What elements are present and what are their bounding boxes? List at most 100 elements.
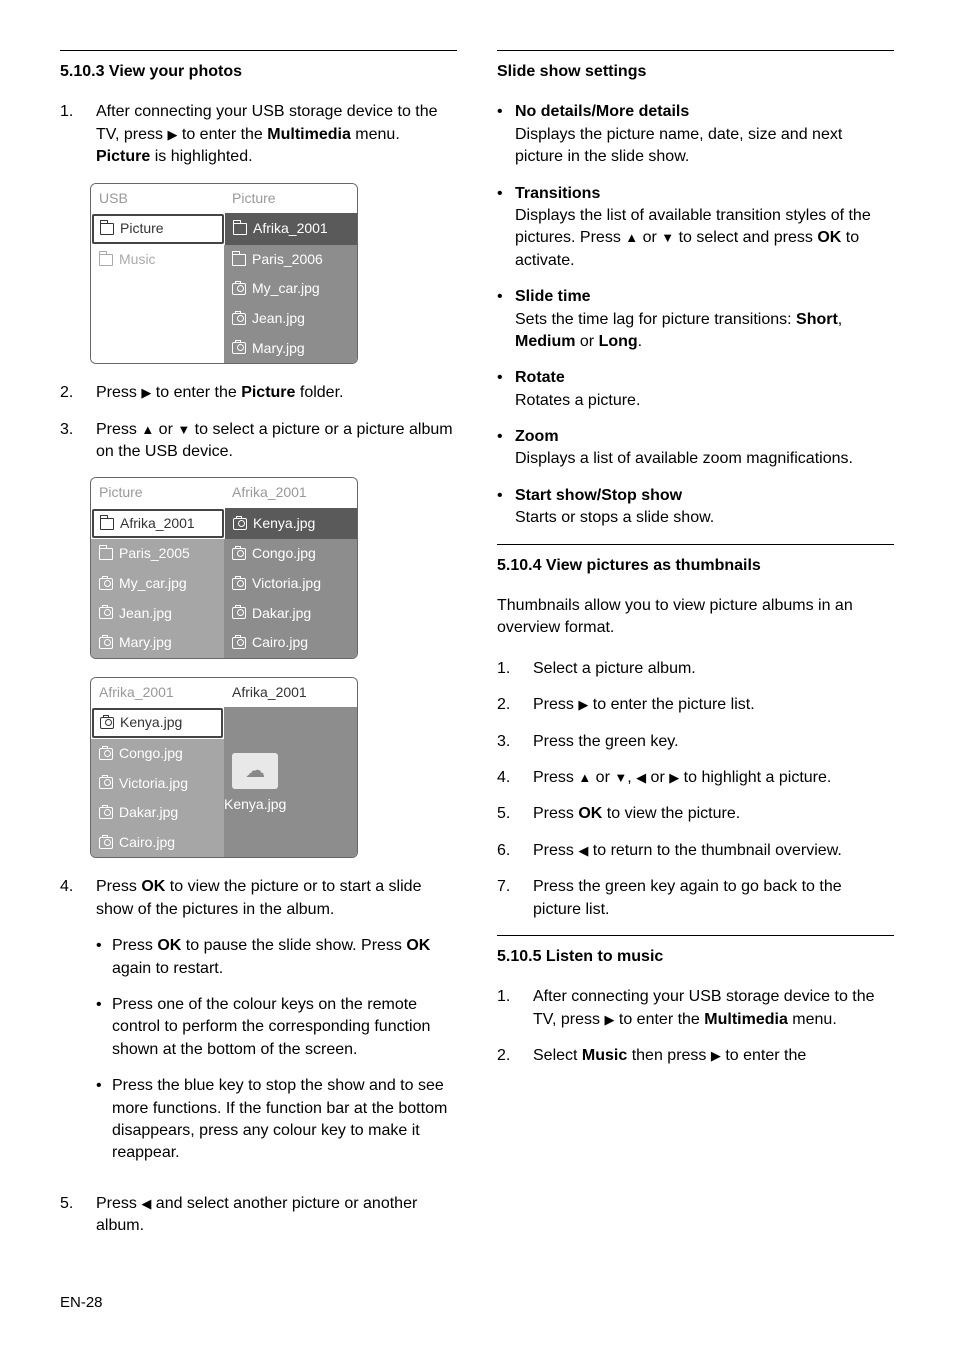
- bullet-icon: •: [497, 426, 515, 471]
- list-item: My_car.jpg: [91, 569, 224, 599]
- afr-hdr-left: Afrika_2001: [91, 678, 224, 708]
- list-item: [91, 304, 224, 334]
- step5-text: Press ◀ and select another picture or an…: [96, 1193, 457, 1238]
- right-arrow-icon: ▶: [141, 384, 151, 402]
- folder-icon: [233, 223, 247, 235]
- down-arrow-icon: ▼: [177, 421, 190, 439]
- list-item: [91, 274, 224, 304]
- list-item: Mary.jpg: [224, 334, 357, 364]
- s2-step: Press the green key again to go back to …: [533, 876, 894, 921]
- camera-icon: [232, 578, 246, 590]
- bullet-icon: •: [96, 1075, 112, 1165]
- bullet-icon: •: [96, 935, 112, 980]
- up-arrow-icon: ▲: [578, 769, 591, 787]
- usb-picture-box: USB Picture Picture Afrika_2001 Music Pa…: [90, 183, 358, 365]
- step-number: 6.: [497, 840, 533, 862]
- usb-hdr-left: USB: [91, 184, 224, 214]
- right-arrow-icon: ▶: [167, 126, 177, 144]
- camera-icon: [99, 777, 113, 789]
- camera-icon: [232, 607, 246, 619]
- s2-step: Select a picture album.: [533, 658, 894, 680]
- camera-icon: [99, 637, 113, 649]
- step-number: 5.: [60, 1193, 96, 1238]
- step-number: 2.: [497, 694, 533, 716]
- s2-step: Press ▶ to enter the picture list.: [533, 694, 894, 716]
- step-number: 7.: [497, 876, 533, 921]
- list-item: Kenya.jpg: [92, 708, 223, 738]
- step2-text: Press ▶ to enter the Picture folder.: [96, 382, 457, 404]
- list-item: Afrika_2001: [225, 213, 357, 245]
- s2-step: Press the green key.: [533, 731, 894, 753]
- folder-icon: [232, 254, 246, 266]
- list-item: Music: [91, 245, 224, 275]
- right-arrow-icon: ▶: [711, 1047, 721, 1065]
- list-item: Afrika_2001: [92, 509, 224, 539]
- slideshow-settings-title: Slide show settings: [497, 61, 894, 83]
- pic-hdr-left: Picture: [91, 478, 224, 508]
- step-number: 1.: [497, 658, 533, 680]
- step-number: 1.: [60, 101, 96, 168]
- list-item: Paris_2005: [91, 539, 224, 569]
- right-arrow-icon: ▶: [669, 769, 679, 787]
- list-item: Victoria.jpg: [91, 769, 224, 799]
- camera-icon: [232, 637, 246, 649]
- camera-icon: [99, 807, 113, 819]
- camera-icon: [232, 548, 246, 560]
- step-number: 3.: [60, 419, 96, 464]
- ss-item: Start show/Stop show Starts or stops a s…: [515, 485, 894, 530]
- camera-icon: [232, 313, 246, 325]
- left-arrow-icon: ◀: [141, 1195, 151, 1213]
- step-number: 4.: [497, 767, 533, 789]
- afr-hdr-right: Afrika_2001: [224, 678, 357, 708]
- section-5-10-3-title: 5.10.3 View your photos: [60, 61, 457, 83]
- step-number: 1.: [497, 986, 533, 1031]
- step-number: 3.: [497, 731, 533, 753]
- afrika-preview-box: Afrika_2001 Afrika_2001 Kenya.jpg Congo.…: [90, 677, 358, 859]
- list-item: Jean.jpg: [224, 304, 357, 334]
- list-item: Dakar.jpg: [224, 599, 357, 629]
- ss-item: No details/More details Displays the pic…: [515, 101, 894, 168]
- list-item: Kenya.jpg: [225, 508, 357, 540]
- step4-text: Press OK to view the picture or to start…: [96, 876, 457, 1178]
- left-column: 5.10.3 View your photos 1. After connect…: [60, 50, 457, 1252]
- preview-thumbnail: ☁: [232, 753, 278, 789]
- list-item: Mary.jpg: [91, 628, 224, 658]
- folder-icon: [100, 223, 114, 235]
- list-item: Victoria.jpg: [224, 569, 357, 599]
- s3-step1: After connecting your USB storage device…: [533, 986, 894, 1031]
- cloud-icon: ☁: [245, 757, 265, 785]
- up-arrow-icon: ▲: [141, 421, 154, 439]
- bullet-icon: •: [497, 183, 515, 273]
- list-item: Dakar.jpg: [91, 798, 224, 828]
- picture-afrika-box: Picture Afrika_2001 Afrika_2001 Kenya.jp…: [90, 477, 358, 659]
- camera-icon: [232, 283, 246, 295]
- s2-step: Press OK to view the picture.: [533, 803, 894, 825]
- section-5-10-4-title: 5.10.4 View pictures as thumbnails: [497, 555, 894, 577]
- step3-text: Press ▲ or ▼ to select a picture or a pi…: [96, 419, 457, 464]
- folder-icon: [100, 518, 114, 530]
- preview-label: Kenya.jpg: [224, 795, 286, 815]
- ss-item: Zoom Displays a list of available zoom m…: [515, 426, 894, 471]
- right-arrow-icon: ▶: [578, 696, 588, 714]
- list-item: Cairo.jpg: [224, 628, 357, 658]
- ss-item: Slide time Sets the time lag for picture…: [515, 286, 894, 353]
- camera-icon: [233, 518, 247, 530]
- folder-icon: [99, 548, 113, 560]
- step-number: 2.: [60, 382, 96, 404]
- pic-hdr-right: Afrika_2001: [224, 478, 357, 508]
- camera-icon: [99, 837, 113, 849]
- section-5-10-5-title: 5.10.5 Listen to music: [497, 946, 894, 968]
- camera-icon: [100, 717, 114, 729]
- down-arrow-icon: ▼: [661, 229, 674, 247]
- list-item: [91, 334, 224, 364]
- page-footer: EN-28: [60, 1292, 894, 1313]
- step-number: 4.: [60, 876, 96, 1178]
- ss-item: Rotate Rotates a picture.: [515, 367, 894, 412]
- camera-icon: [232, 342, 246, 354]
- s3-step2: Select Music then press ▶ to enter the: [533, 1045, 894, 1067]
- list-item: Jean.jpg: [91, 599, 224, 629]
- bullet-icon: •: [497, 286, 515, 353]
- camera-icon: [99, 607, 113, 619]
- s2-step: Press ▲ or ▼, ◀ or ▶ to highlight a pict…: [533, 767, 894, 789]
- left-arrow-icon: ◀: [578, 842, 588, 860]
